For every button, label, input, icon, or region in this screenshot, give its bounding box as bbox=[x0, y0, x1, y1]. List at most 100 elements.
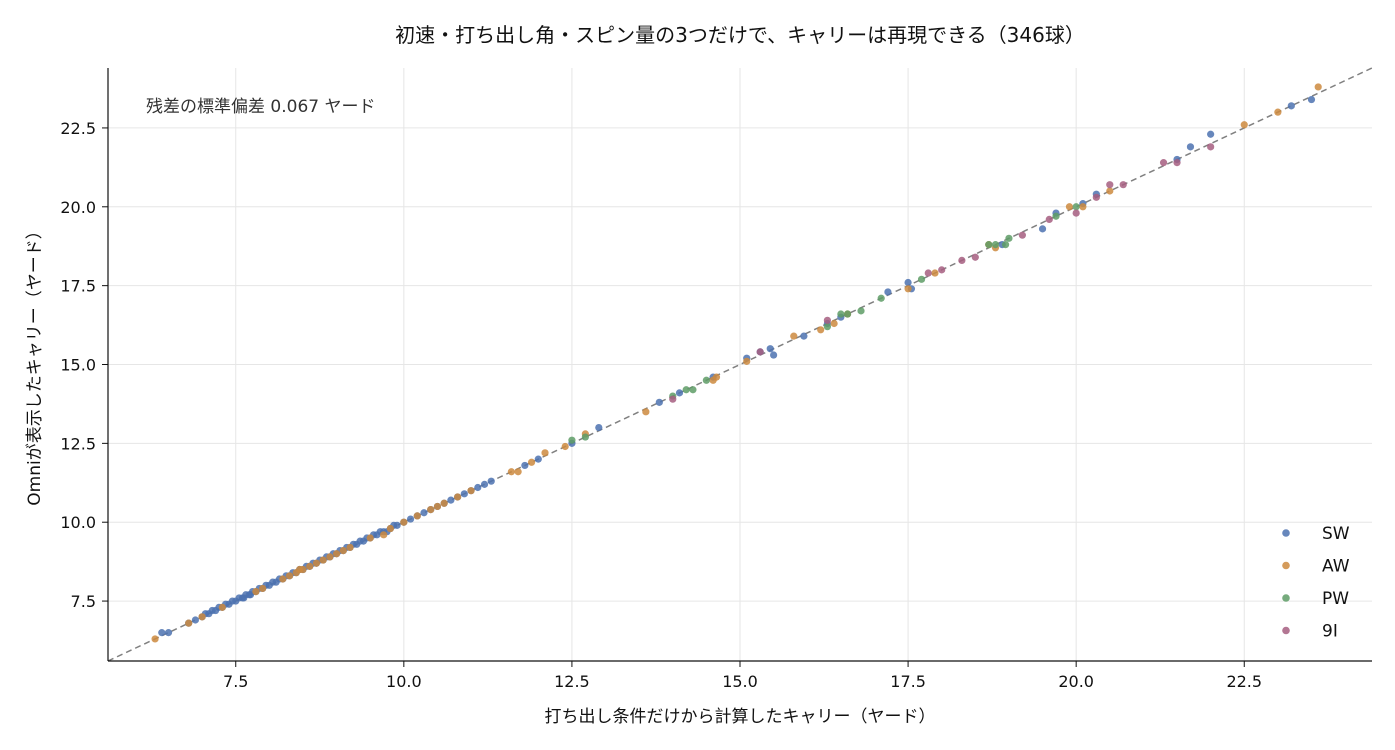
data-point bbox=[904, 278, 912, 287]
y-tick-label: 7.5 bbox=[71, 592, 96, 611]
data-point bbox=[770, 351, 778, 359]
data-point bbox=[480, 480, 489, 488]
data-point bbox=[514, 468, 522, 476]
legend-label-9i: 9I bbox=[1322, 622, 1338, 642]
series-pw bbox=[568, 203, 1080, 444]
data-point bbox=[1106, 181, 1114, 189]
data-point bbox=[1005, 234, 1013, 242]
data-point bbox=[332, 550, 341, 558]
data-point bbox=[400, 518, 408, 526]
data-point bbox=[924, 269, 932, 277]
data-point bbox=[252, 588, 260, 596]
data-point bbox=[790, 332, 798, 340]
data-point bbox=[1287, 102, 1295, 110]
data-point bbox=[938, 266, 946, 274]
data-point bbox=[460, 490, 468, 498]
data-point bbox=[151, 635, 159, 643]
data-point bbox=[380, 531, 388, 539]
data-point bbox=[1207, 130, 1215, 138]
data-point bbox=[689, 386, 697, 394]
data-point bbox=[1065, 203, 1074, 211]
legend-marker-aw bbox=[1282, 561, 1290, 570]
data-point bbox=[857, 307, 865, 315]
data-point bbox=[413, 512, 421, 520]
data-point bbox=[843, 310, 852, 318]
legend-marker-pw bbox=[1282, 594, 1290, 602]
data-point bbox=[393, 521, 401, 529]
data-point bbox=[884, 288, 892, 296]
data-point bbox=[1173, 159, 1181, 167]
data-point bbox=[766, 345, 774, 353]
data-point bbox=[1207, 143, 1215, 151]
x-tick-label: 10.0 bbox=[386, 672, 422, 691]
x-tick-label: 17.5 bbox=[890, 672, 926, 691]
y-tick-label: 22.5 bbox=[60, 119, 96, 138]
data-point bbox=[817, 326, 825, 334]
data-point bbox=[1119, 181, 1127, 189]
data-point bbox=[440, 499, 448, 507]
data-point bbox=[1314, 83, 1322, 91]
y-tick-label: 17.5 bbox=[60, 277, 96, 296]
data-point bbox=[1240, 121, 1248, 129]
data-point bbox=[581, 433, 589, 441]
data-point bbox=[830, 319, 838, 328]
y-tick-label: 20.0 bbox=[60, 198, 96, 217]
data-point bbox=[712, 373, 721, 381]
data-point bbox=[527, 458, 536, 466]
data-point bbox=[1045, 215, 1053, 224]
data-point bbox=[366, 534, 374, 542]
data-point bbox=[420, 509, 428, 517]
data-point bbox=[185, 619, 193, 627]
legend-marker-sw bbox=[1282, 529, 1290, 537]
data-point bbox=[675, 389, 684, 397]
data-point bbox=[1072, 203, 1080, 211]
x-axis-label: 打ち出し条件だけから計算したキャリー（ヤード） bbox=[545, 707, 936, 727]
data-point bbox=[1307, 95, 1316, 104]
data-point bbox=[800, 332, 808, 340]
data-point bbox=[279, 575, 287, 583]
legend-label-pw: PW bbox=[1322, 589, 1349, 609]
data-point bbox=[971, 253, 979, 261]
data-point bbox=[319, 556, 327, 564]
data-point bbox=[1018, 231, 1026, 239]
data-point bbox=[521, 461, 529, 470]
data-point bbox=[541, 449, 549, 457]
data-point bbox=[642, 408, 650, 416]
data-point bbox=[756, 348, 764, 356]
data-point bbox=[198, 613, 206, 621]
data-point bbox=[1072, 209, 1080, 217]
chart-title: 初速・打ち出し角・スピン量の3つだけで、キャリーは再現できる（346球） bbox=[395, 23, 1085, 47]
data-point bbox=[507, 468, 516, 476]
data-point bbox=[164, 629, 173, 637]
data-point bbox=[259, 584, 267, 593]
legend-label-aw: AW bbox=[1322, 557, 1350, 577]
data-point bbox=[427, 505, 435, 514]
x-tick-label: 7.5 bbox=[223, 672, 248, 691]
data-point bbox=[534, 455, 542, 463]
legend-label-sw: SW bbox=[1322, 524, 1350, 544]
data-point bbox=[1001, 241, 1010, 249]
x-tick-label: 22.5 bbox=[1226, 672, 1262, 691]
residual-annotation: 残差の標準偏差 0.067 ヤード bbox=[146, 97, 375, 117]
x-tick-label: 15.0 bbox=[722, 672, 758, 691]
data-point bbox=[487, 477, 495, 485]
data-point bbox=[386, 524, 394, 533]
data-point bbox=[1106, 187, 1114, 195]
y-axis-label: Omniが表示したキャリー（ヤード） bbox=[25, 222, 45, 505]
grid-lines bbox=[108, 68, 1372, 661]
data-point bbox=[743, 357, 751, 365]
data-point bbox=[1092, 193, 1100, 201]
data-point bbox=[312, 559, 321, 567]
data-point bbox=[467, 487, 475, 495]
data-points bbox=[151, 83, 1322, 643]
series-9i bbox=[669, 143, 1215, 403]
data-point bbox=[837, 310, 845, 318]
data-point bbox=[326, 553, 334, 561]
data-point bbox=[406, 515, 415, 523]
data-point bbox=[991, 241, 1000, 249]
data-point bbox=[191, 616, 200, 624]
x-axis-ticks: 7.5 10.0 12.5 15.0 17.5 20.0 22.5 bbox=[223, 661, 1262, 691]
data-point bbox=[702, 376, 710, 384]
data-point bbox=[339, 547, 347, 555]
